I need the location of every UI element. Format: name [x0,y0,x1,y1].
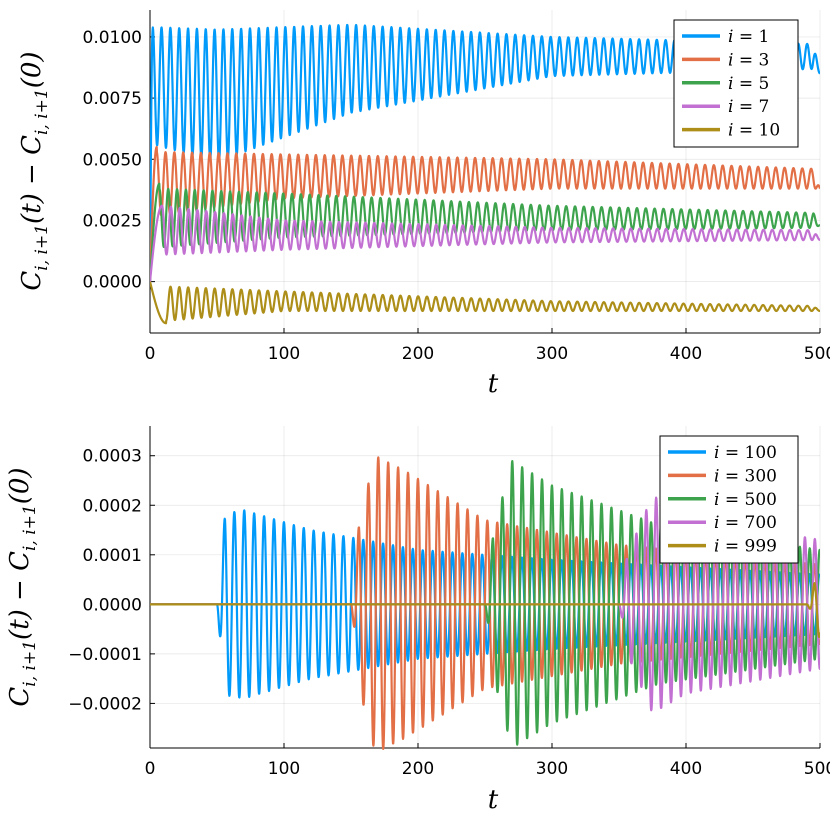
legend-value: 500 [745,490,777,510]
legend-entry: i = 1 [728,27,769,47]
legend: i = 1i = 3i = 5i = 7i = 10 [673,19,799,148]
x-tick-label: 100 [268,344,300,364]
y-axis-title: Ci, i+1(t) − Ci, i+1(0) [5,467,40,706]
legend-var: i [714,443,719,463]
y-axis-title-part: (t) − C [5,551,35,640]
series-line-3 [150,145,820,282]
y-axis-title-part: i, i+1 [32,88,52,135]
x-tick-label: 500 [804,759,830,779]
legend-entry: i = 10 [728,121,780,141]
legend-entry: i = 300 [714,466,777,486]
y-axis-title-part: i, i+1 [32,224,52,271]
x-tick-label: 400 [670,344,702,364]
x-tick-label: 100 [268,759,300,779]
legend-entry: i = 3 [728,50,769,70]
x-tick-label: 200 [402,759,434,779]
series-line-999 [150,582,820,639]
legend-var: i [728,74,733,94]
legend-eq: = [719,443,744,463]
series-line-7 [150,204,820,282]
legend-value: 700 [745,513,777,533]
y-tick-label: −0.0002 [68,694,142,714]
x-tick-label: 200 [402,344,434,364]
legend-entry: i = 5 [728,74,769,94]
legend-eq: = [733,121,758,141]
legend-entry: i = 500 [714,490,777,510]
y-tick-label: 0.0000 [83,595,142,615]
legend-value: 3 [759,50,770,70]
legend-eq: = [719,537,744,557]
legend-eq: = [719,466,744,486]
x-axis-title: t [488,785,499,815]
legend-value: 100 [745,443,777,463]
y-axis-title-part: C [17,271,47,291]
legend-value: 10 [759,121,781,141]
legend-eq: = [733,27,758,47]
legend-var: i [714,537,719,557]
y-axis-title-part: (0) [5,467,35,504]
x-tick-label: 0 [145,759,156,779]
legend-var: i [728,121,733,141]
legend-eq: = [733,97,758,117]
legend-entry: i = 999 [714,537,777,557]
bottom-panel: 0 100 200 300 400 500 −0.0002 −0.0001 0.0000 0.00… [5,426,830,815]
legend-var: i [714,466,719,486]
series-lines [150,456,820,750]
x-tick-label: 500 [804,344,830,364]
y-tick-label: 0.0025 [83,211,142,231]
y-tick-label: 0.0001 [83,546,142,566]
y-tick-label: 0.0075 [83,89,142,109]
y-tick-label: 0.0002 [83,496,142,516]
legend-value: 5 [759,74,770,94]
legend-var: i [714,490,719,510]
series-line-10 [150,281,820,325]
legend-value: 7 [759,97,770,117]
legend-eq: = [733,50,758,70]
y-tick-label: 0.0050 [83,150,142,170]
legend-eq: = [719,490,744,510]
y-tick-label: 0.0100 [83,28,142,48]
x-axis-title: t [488,369,499,399]
y-axis-title: Ci, i+1(t) − Ci, i+1(0) [17,51,52,290]
legend-var: i [728,97,733,117]
x-tick-label: 0 [145,344,156,364]
legend-entry: i = 7 [728,97,769,117]
y-axis-title-part: i, i+1 [20,504,40,551]
x-tick-label: 400 [670,759,702,779]
legend-entry: i = 100 [714,443,777,463]
y-tick-label: 0.0000 [83,273,142,293]
y-tick-label: 0.0003 [83,447,142,467]
y-axis-title-part: (0) [17,51,47,88]
legend-value: 1 [759,27,770,47]
legend-eq: = [733,74,758,94]
x-tick-label: 300 [536,759,568,779]
legend-value: 999 [745,537,777,557]
legend-value: 300 [745,466,777,486]
legend-var: i [714,513,719,533]
y-axis-title-part: C [5,687,35,707]
legend-var: i [728,50,733,70]
top-panel: 0 100 200 300 400 500 0.0000 0.0025 0.0050 0.0075… [17,10,830,399]
legend-var: i [728,27,733,47]
y-tick-label: −0.0001 [68,645,142,665]
legend-eq: = [719,513,744,533]
y-axis-title-part: (t) − C [17,135,47,224]
y-axis-title-part: i, i+1 [20,640,40,687]
x-tick-label: 300 [536,344,568,364]
legend-entry: i = 700 [714,513,777,533]
